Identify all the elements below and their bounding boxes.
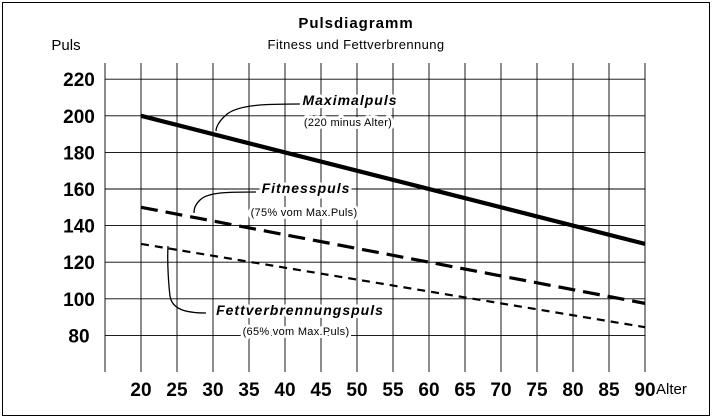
- x-axis-label: Alter: [656, 381, 687, 398]
- chart-title: Pulsdiagramm: [298, 15, 413, 32]
- tick-label-layer: 80 100 120 140 160 180 200 220 20 25 30 35 40 45 50 55 6…: [63, 70, 655, 401]
- y-tick-label: 220: [63, 70, 95, 91]
- annotation-leader-line: [215, 103, 301, 132]
- x-tick-label: 65: [454, 380, 476, 401]
- annotation-series-name: Maximalpuls: [302, 92, 397, 108]
- y-tick-label: 200: [63, 107, 95, 128]
- annotation-series-note: (75% vom Max.Puls): [251, 207, 358, 219]
- x-tick-label: 70: [490, 380, 511, 401]
- y-tick-label: 120: [63, 253, 95, 274]
- x-tick-label: 90: [634, 380, 655, 401]
- x-tick-label: 75: [526, 380, 548, 401]
- chart-subtitle: Fitness und Fettverbrennung: [267, 37, 444, 52]
- annotation-leader-line: [193, 191, 257, 214]
- y-tick-label: 180: [63, 143, 95, 164]
- x-tick-label: 50: [346, 380, 367, 401]
- annotation-series-note: (220 minus Alter): [304, 117, 392, 129]
- y-tick-label: 100: [63, 290, 95, 311]
- x-tick-label: 35: [238, 380, 260, 401]
- x-tick-label: 25: [166, 380, 188, 401]
- series-line-fitnesspuls: [140, 205, 646, 305]
- x-tick-label: 30: [202, 380, 223, 401]
- grid-layer: [104, 63, 646, 372]
- y-tick-label: 80: [68, 326, 89, 347]
- annotation-series-note: (65% vom Max.Puls): [243, 326, 350, 338]
- x-tick-label: 20: [130, 380, 151, 401]
- x-tick-label: 60: [418, 380, 439, 401]
- annotation-layer: Maximalpuls (220 minus Alter) Fitnesspuls (…: [167, 89, 400, 341]
- annotation-leader-line: [167, 245, 207, 314]
- x-tick-label: 40: [274, 380, 295, 401]
- annotation-series-name: Fitnesspuls: [262, 180, 351, 196]
- series-line-maximalpuls: [140, 113, 646, 246]
- x-tick-label: 55: [382, 380, 404, 401]
- annotation-series-name: Fettverbrennungspuls: [216, 302, 384, 318]
- y-tick-label: 140: [63, 217, 95, 238]
- y-tick-label: 160: [63, 180, 95, 201]
- y-axis-label: Puls: [51, 37, 80, 54]
- series-line-fettverbrennungspuls: [140, 242, 646, 329]
- x-tick-label: 45: [310, 380, 332, 401]
- x-tick-label: 80: [562, 380, 583, 401]
- series-layer: [140, 113, 646, 329]
- x-tick-label: 85: [598, 380, 620, 401]
